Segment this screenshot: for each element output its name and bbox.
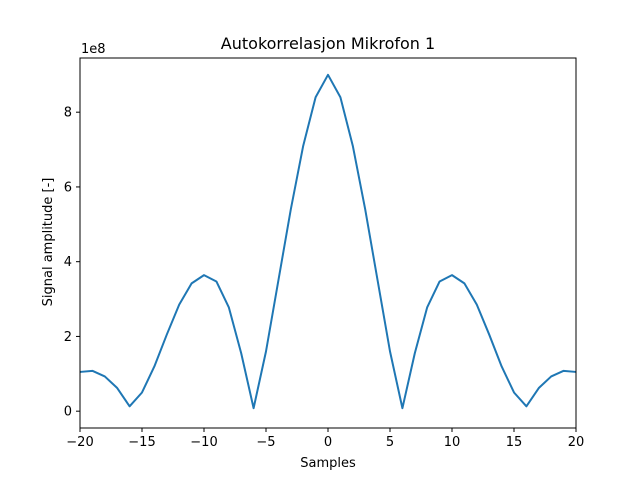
y-offset-label: 1e8 <box>81 42 106 57</box>
x-tick-label: −20 <box>66 435 93 450</box>
x-tick-label: 20 <box>568 435 585 450</box>
plot-area: −20 −15 −10 −5 0 5 10 15 20 0 2 4 6 8 <box>64 57 585 450</box>
y-axis-label: Signal amplitude [-] <box>41 178 56 307</box>
y-tick-label: 4 <box>64 255 72 270</box>
x-tick-label: 5 <box>386 435 394 450</box>
x-tick-label: −15 <box>128 435 155 450</box>
x-tick-label: 0 <box>324 435 332 450</box>
y-tick-label: 2 <box>64 330 72 345</box>
y-tick-label: 8 <box>64 106 72 121</box>
y-tick-label: 0 <box>64 405 72 420</box>
x-tick-label: 10 <box>444 435 461 450</box>
x-axis-label: Samples <box>300 456 356 471</box>
chart-title: Autokorrelasjon Mikrofon 1 <box>221 34 435 53</box>
x-tick-label: −10 <box>190 435 217 450</box>
x-tick-label: 15 <box>506 435 523 450</box>
x-tick-label: −5 <box>256 435 275 450</box>
y-tick-label: 6 <box>64 180 72 195</box>
series-line-0 <box>79 73 577 410</box>
